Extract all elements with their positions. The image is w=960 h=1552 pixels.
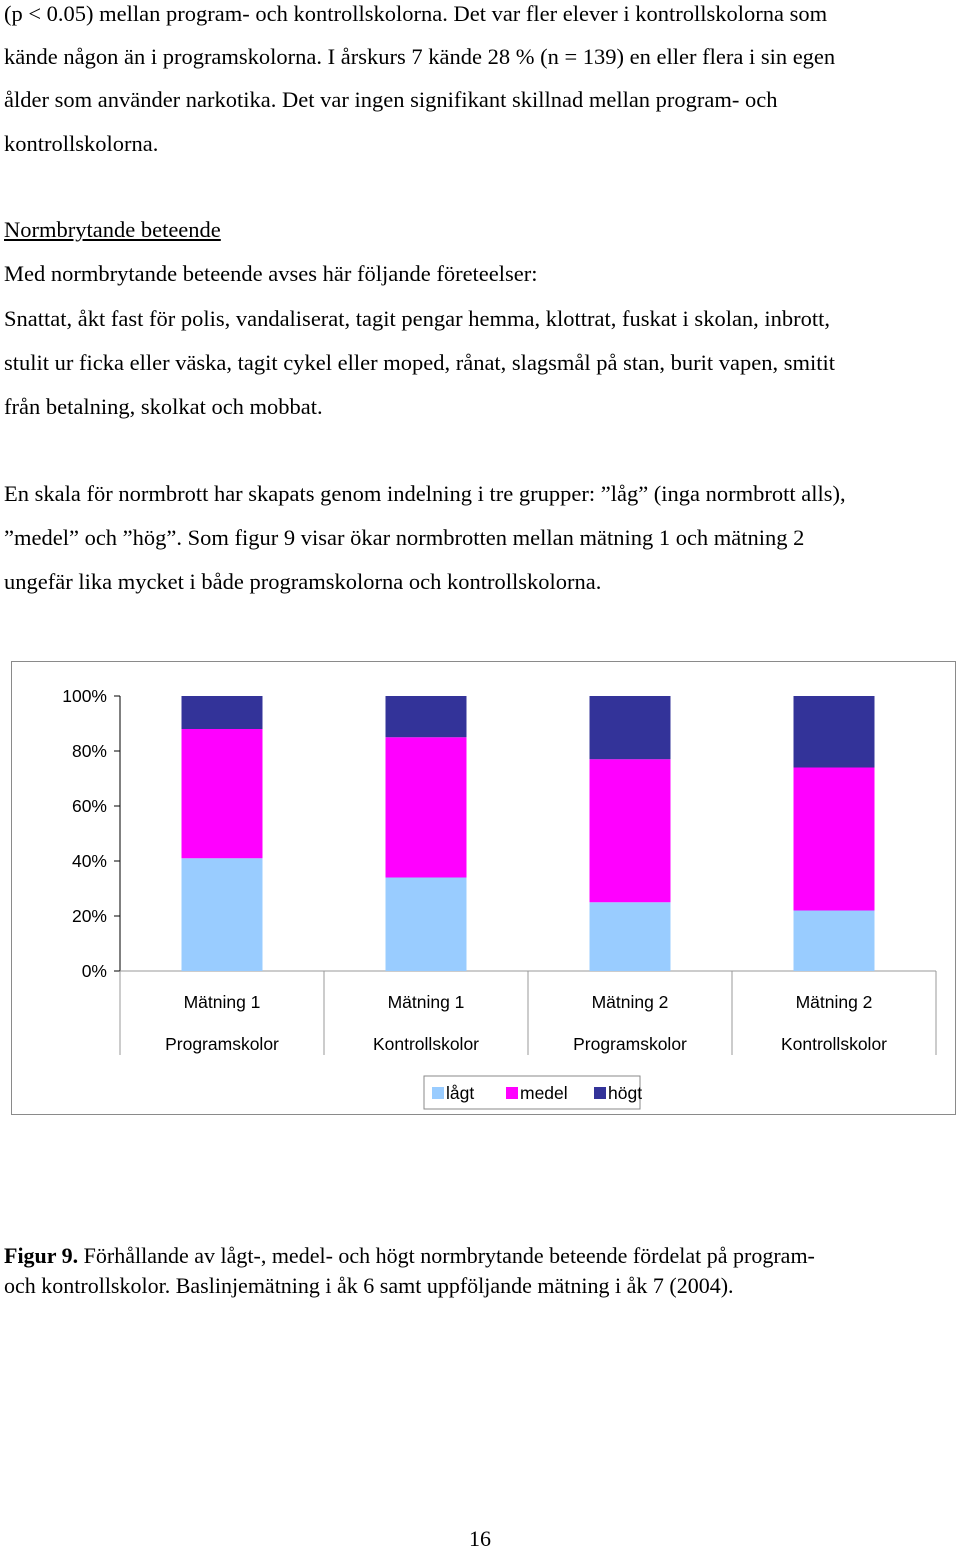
y-tick-label: 100% xyxy=(62,686,107,706)
text-line: Snattat, åkt fast för polis, vandalisera… xyxy=(4,306,831,331)
text-line: En skala för normbrott har skapats genom… xyxy=(4,481,846,506)
y-tick-label: 0% xyxy=(82,961,107,981)
x-tick-label: Kontrollskolor xyxy=(781,1034,887,1054)
x-tick-label: Mätning 2 xyxy=(592,992,669,1012)
y-tick-label: 60% xyxy=(72,796,107,816)
bar-segment-medel xyxy=(181,729,263,859)
bar-segment-lågt xyxy=(385,877,467,971)
text-line: kände någon än i programskolorna. I årsk… xyxy=(4,44,836,69)
bar-segment-lågt xyxy=(181,858,263,971)
legend-swatch-medel xyxy=(506,1087,518,1099)
legend-swatch-lågt xyxy=(432,1087,444,1099)
caption-text-2: och kontrollskolor. Baslinjemätning i åk… xyxy=(4,1273,734,1298)
x-tick-label: Mätning 1 xyxy=(184,992,261,1012)
chart-frame: 0% 20% 40% 60% 80% 100% Mätning 1 Programskolor… xyxy=(11,661,956,1115)
section-intro: Med normbrytande beteende avses här följ… xyxy=(4,261,538,286)
caption-text-1: Förhållande av lågt-, medel- och högt no… xyxy=(78,1243,815,1268)
bar-segment-högt xyxy=(181,696,263,729)
bar-segment-högt xyxy=(589,696,671,760)
y-tick-label: 80% xyxy=(72,741,107,761)
legend-swatch-högt xyxy=(594,1087,606,1099)
section-heading: Normbrytande beteende xyxy=(4,217,221,242)
text-line: ”medel” och ”hög”. Som figur 9 visar öka… xyxy=(4,525,805,550)
text-line: (p < 0.05) mellan program- och kontrolls… xyxy=(4,1,828,26)
figure-caption: Figur 9. Förhållande av lågt-, medel- oc… xyxy=(4,1241,959,1301)
x-tick-label: Kontrollskolor xyxy=(373,1034,479,1054)
legend-label-högt: högt xyxy=(608,1083,642,1103)
page-number: 16 xyxy=(469,1526,491,1551)
bar-segment-medel xyxy=(589,759,671,903)
bar-segment-högt xyxy=(385,696,467,738)
x-tick-label: Mätning 2 xyxy=(796,992,873,1012)
text-line: ålder som använder narkotika. Det var in… xyxy=(4,87,778,112)
bar-segment-medel xyxy=(793,767,875,911)
text-line: från betalning, skolkat och mobbat. xyxy=(4,394,323,419)
stacked-bar-chart: 0% 20% 40% 60% 80% 100% Mätning 1 Programskolor… xyxy=(62,686,937,1110)
x-tick-label: Programskolor xyxy=(165,1034,279,1054)
bar-segment-lågt xyxy=(793,910,875,971)
x-tick-label: Programskolor xyxy=(573,1034,687,1054)
bar-segment-medel xyxy=(385,737,467,878)
text-line: ungefär lika mycket i både programskolor… xyxy=(4,569,602,594)
bar-segment-högt xyxy=(793,696,875,768)
y-tick-label: 20% xyxy=(72,906,107,926)
legend-label-medel: medel xyxy=(520,1083,568,1103)
text-line: stulit ur ficka eller väska, tagit cykel… xyxy=(4,350,836,375)
caption-label: Figur 9. xyxy=(4,1243,79,1268)
text-line: kontrollskolorna. xyxy=(4,131,159,156)
y-tick-label: 40% xyxy=(72,851,107,871)
x-tick-label: Mätning 1 xyxy=(388,992,465,1012)
legend-label-lågt: lågt xyxy=(446,1083,474,1103)
bar-segment-lågt xyxy=(589,902,671,971)
